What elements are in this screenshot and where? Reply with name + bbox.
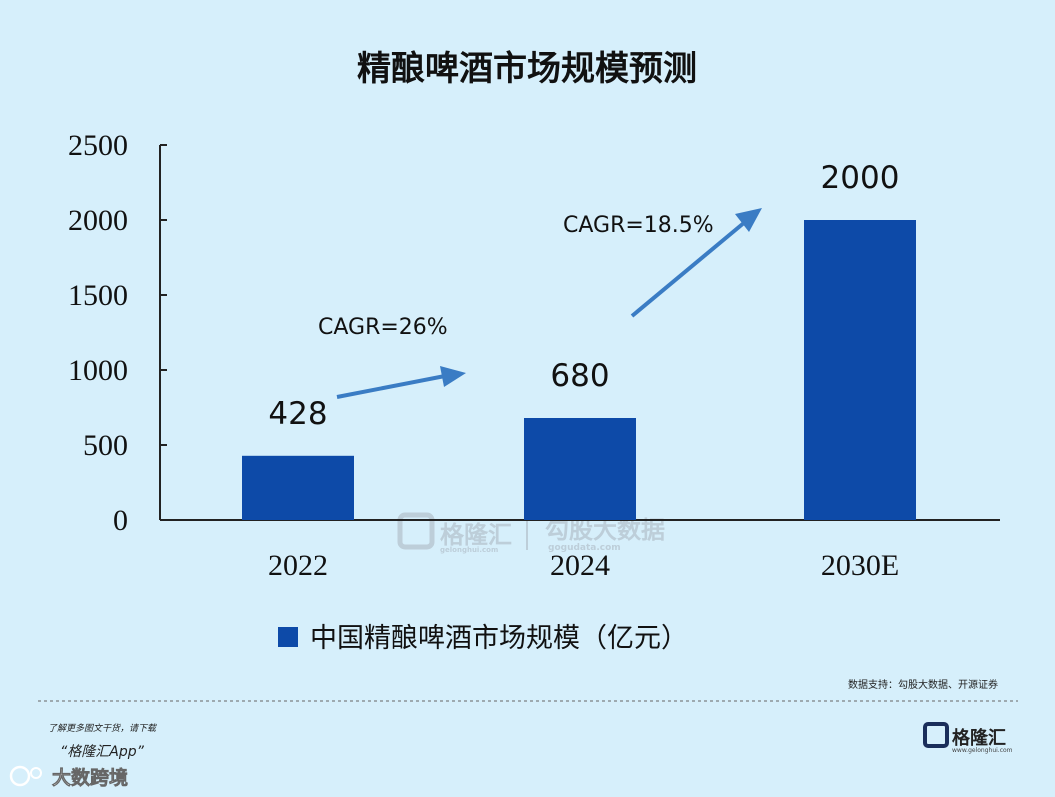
cagr-arrow-1	[336, 374, 446, 399]
legend: 中国精酿啤酒市场规模（亿元）	[278, 623, 688, 654]
corner-watermark-icon	[9, 765, 31, 787]
corner-watermark-text: 大数跨境	[52, 766, 128, 789]
cagr-annotation-2: CAGR=18.5%	[563, 208, 762, 318]
y-ticks: 0 500 1000 1500 2000 2500	[68, 129, 167, 537]
legend-swatch	[278, 627, 298, 647]
y-tick-label: 2000	[68, 204, 128, 237]
footer-logo[interactable]: 格隆汇 www.gelonghui.com	[923, 722, 1013, 754]
bar-2030E	[804, 220, 916, 520]
data-label-2030E: 2000	[821, 160, 900, 196]
chart-title: 精酿啤酒市场规模预测	[357, 49, 697, 89]
corner-watermark: 大数跨境	[9, 765, 128, 789]
x-tick-label-2024: 2024	[550, 549, 610, 582]
bar-2024	[524, 418, 636, 520]
legend-label: 中国精酿啤酒市场规模（亿元）	[310, 623, 688, 654]
x-tick-label-2030E: 2030E	[821, 549, 899, 582]
bar-2022	[242, 455, 354, 520]
cagr-label-2: CAGR=18.5%	[563, 213, 714, 238]
watermark-logo-icon	[397, 512, 435, 550]
logo-text: 格隆汇	[952, 727, 1006, 749]
cagr-annotation-1: CAGR=26%	[318, 315, 466, 399]
y-tick-label: 1500	[68, 279, 128, 312]
x-ticks: 2022 2024 2030E	[268, 549, 899, 582]
y-tick-label: 2500	[68, 129, 128, 162]
watermark-brand: 格隆汇	[440, 521, 512, 549]
cagr-label-1: CAGR=26%	[318, 315, 448, 340]
center-watermark: 格隆汇 gelonghui.com 勾股大数据 gogudata.com	[397, 512, 665, 554]
cagr-arrowhead-1-icon	[440, 366, 466, 387]
y-tick-label: 1000	[68, 354, 128, 387]
footer-app-name: “格隆汇App”	[60, 744, 145, 760]
footer-promo: 了解更多图文干货，请下载	[48, 723, 157, 734]
data-labels: 428 680 2000	[268, 160, 899, 432]
x-tick-label-2022: 2022	[268, 549, 328, 582]
logo-sub: www.gelonghui.com	[952, 747, 1013, 754]
bars	[242, 220, 916, 520]
data-label-2022: 428	[268, 396, 327, 432]
data-label-2024: 680	[550, 358, 609, 394]
watermark-partner-domain: gogudata.com	[548, 543, 621, 553]
source-note: 数据支持：勾股大数据、开源证券	[848, 678, 998, 691]
cagr-arrow-2	[630, 220, 747, 318]
cagr-arrowhead-2-icon	[735, 208, 762, 232]
logo-g-icon	[923, 722, 949, 748]
y-tick-label: 0	[113, 504, 128, 537]
y-tick-label: 500	[83, 429, 128, 462]
watermark-domain: gelonghui.com	[440, 546, 498, 554]
